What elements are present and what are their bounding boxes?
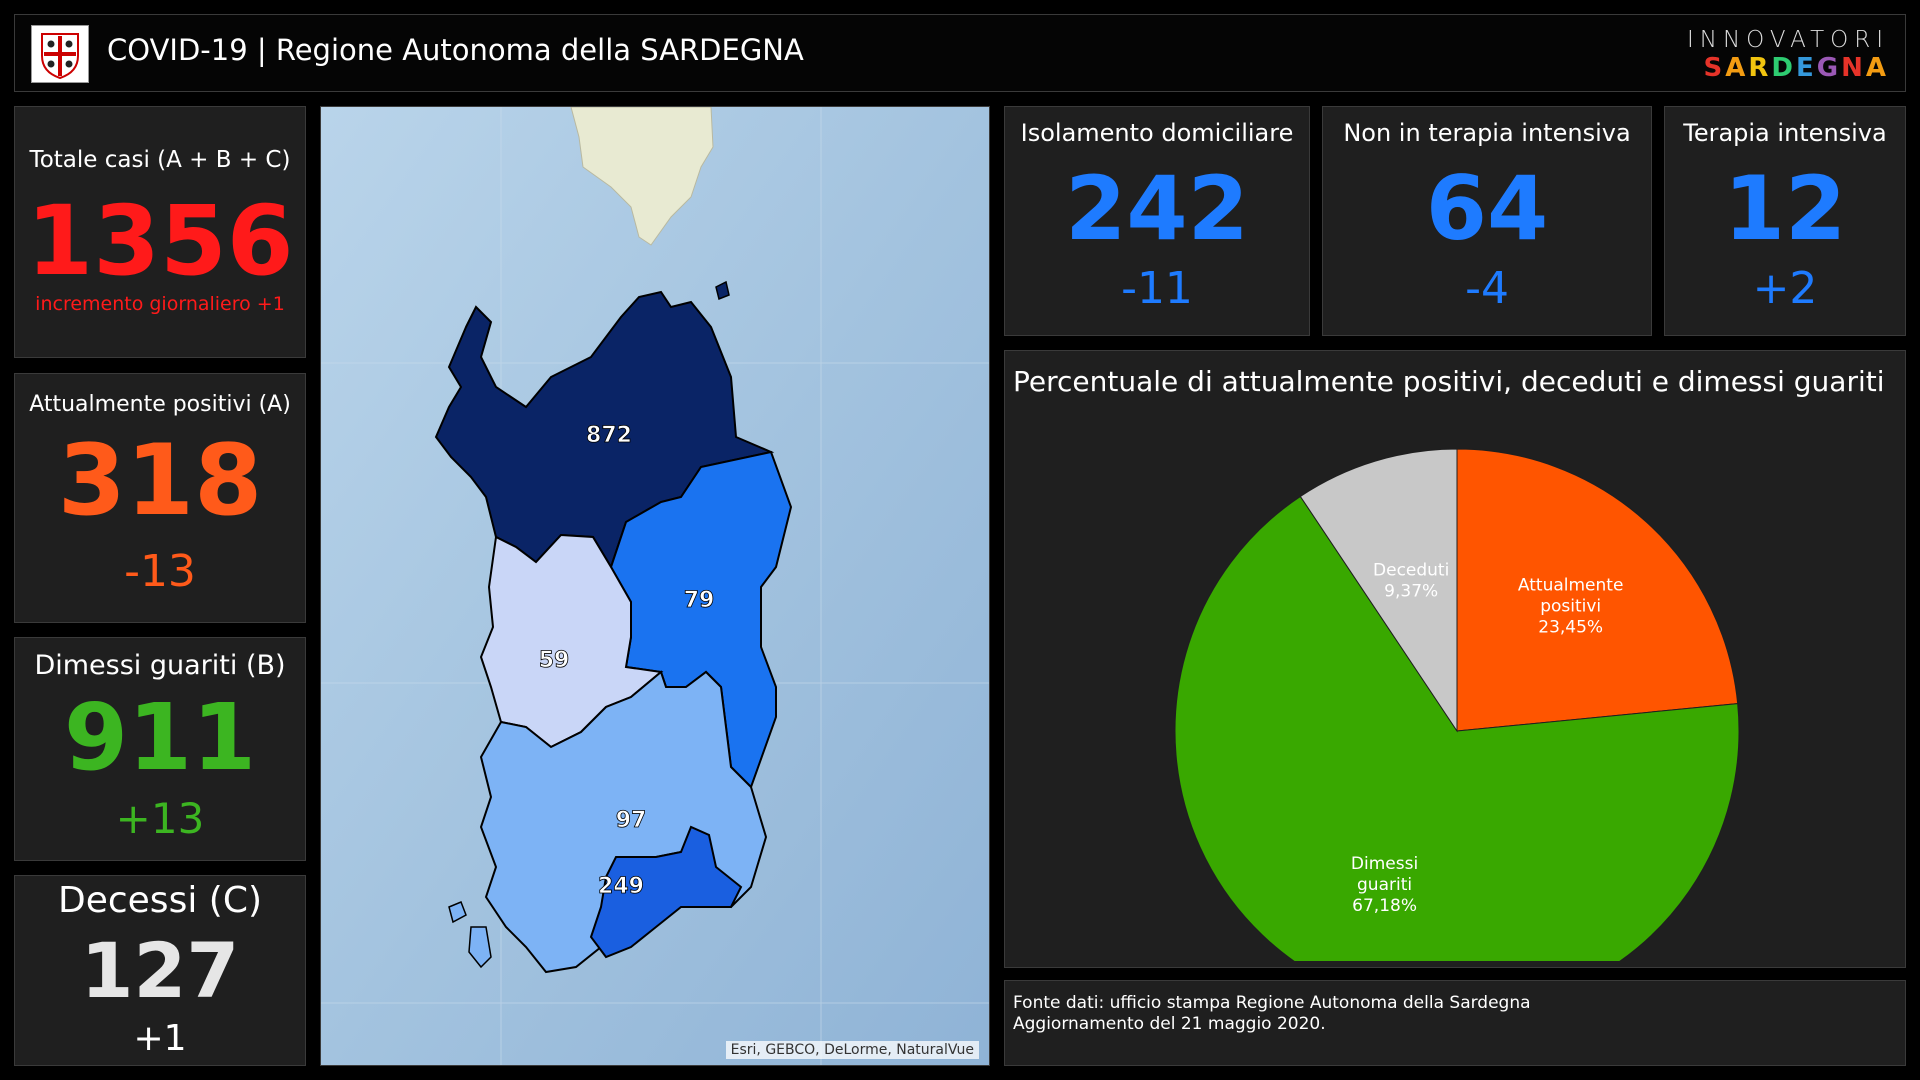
kpi-value: 64 [1425, 157, 1549, 260]
kpi-delta: +13 [115, 794, 205, 843]
brand-letter: D [1771, 53, 1796, 83]
pie-chart-panel: Percentuale di attualmente positivi, dec… [1004, 350, 1906, 968]
kpi-label: Terapia intensiva [1683, 119, 1887, 147]
pie-slice[interactable] [1456, 448, 1739, 732]
kpi-value: 127 [80, 926, 240, 1015]
kpi-isolamento-domiciliare: Isolamento domiciliare 242 -11 [1004, 106, 1310, 336]
kpi-label: Dimessi guariti (B) [34, 650, 286, 681]
pie-slice-label: Dimessi guariti 67,18% [1351, 854, 1418, 916]
brand-letter: A [1865, 53, 1889, 83]
region-label-oristano: 59 [539, 648, 570, 673]
sardinia-map[interactable]: 872 79 59 97 249 Esri, GEBCO, DeLorme, N… [320, 106, 990, 1066]
island-la-maddalena [715, 280, 730, 301]
source-line: Fonte dati: ufficio stampa Regione Auton… [1013, 993, 1531, 1013]
kpi-value: 911 [63, 684, 257, 791]
kpi-totale-casi: Totale casi (A + B + C) 1356 incremento … [14, 106, 306, 358]
header-bar: COVID-19 | Regione Autonoma della SARDEG… [14, 14, 1906, 92]
kpi-value: 318 [57, 424, 263, 538]
kpi-delta: -4 [1465, 263, 1509, 314]
map-svg: 872 79 59 97 249 [321, 107, 989, 1065]
pie-slice-label: Attualmente positivi 23,45% [1518, 576, 1624, 638]
brand-letter: G [1816, 53, 1842, 83]
map-attribution: Esri, GEBCO, DeLorme, NaturalVue [725, 1041, 979, 1059]
pie-chart-title: Percentuale di attualmente positivi, dec… [1013, 365, 1885, 398]
kpi-label: Isolamento domiciliare [1020, 119, 1294, 147]
island-san-pietro [448, 901, 467, 924]
kpi-value: 1356 [26, 185, 294, 297]
pie-slice[interactable] [1299, 448, 1458, 733]
kpi-terapia-intensiva: Terapia intensiva 12 +2 [1664, 106, 1906, 336]
pie-chart: Attualmente positivi 23,45% Dimessi guariti 6… [1174, 448, 1740, 961]
brand-logo: INNOVATORI SARDEGNA [1687, 27, 1889, 83]
page-title: COVID-19 | Regione Autonoma della SARDEG… [107, 33, 804, 67]
kpi-non-terapia-intensiva: Non in terapia intensiva 64 -4 [1322, 106, 1652, 336]
region-label-sassari: 872 [586, 423, 632, 448]
region-label-cagliari: 249 [598, 874, 644, 899]
kpi-value: 242 [1065, 157, 1249, 260]
pie-slice-label: Deceduti 9,37% [1373, 560, 1449, 601]
brand-letter: E [1796, 53, 1817, 83]
kpi-dimessi-guariti: Dimessi guariti (B) 911 +13 [14, 637, 306, 861]
source-panel: Fonte dati: ufficio stampa Regione Auton… [1004, 980, 1906, 1066]
brand-letter: N [1841, 53, 1866, 83]
kpi-label: Totale casi (A + B + C) [29, 147, 291, 173]
kpi-label: Non in terapia intensiva [1343, 119, 1631, 147]
kpi-delta: +1 [133, 1018, 187, 1059]
kpi-delta: +2 [1752, 263, 1818, 314]
update-date: Aggiornamento del 21 maggio 2020. [1013, 1014, 1326, 1034]
kpi-label: Decessi (C) [58, 880, 262, 921]
brand-letter: R [1748, 53, 1772, 83]
kpi-label: Attualmente positivi (A) [29, 392, 291, 417]
pie-slice[interactable] [1174, 495, 1740, 961]
island-sant-antioco [468, 926, 492, 969]
region-label-sud-sardegna: 97 [616, 808, 647, 833]
region-cagliari[interactable] [589, 825, 743, 959]
kpi-decessi: Decessi (C) 127 +1 [14, 875, 306, 1066]
brand-top-text: INNOVATORI [1686, 27, 1889, 53]
source-text: Fonte dati: ufficio stampa Regione Auton… [1013, 993, 1531, 1035]
brand-letter: A [1725, 53, 1749, 83]
brand-bottom-text: SARDEGNA [1687, 53, 1889, 83]
kpi-delta: -11 [1121, 263, 1193, 314]
kpi-attualmente-positivi: Attualmente positivi (A) 318 -13 [14, 373, 306, 623]
kpi-delta: -13 [124, 546, 196, 597]
kpi-delta: incremento giornaliero +1 [35, 293, 285, 315]
region-label-nuoro: 79 [684, 588, 715, 613]
sardinia-coat-of-arms-icon [31, 25, 89, 83]
brand-letter: S [1703, 53, 1726, 83]
corsica-land [570, 107, 714, 246]
kpi-value: 12 [1723, 157, 1847, 260]
